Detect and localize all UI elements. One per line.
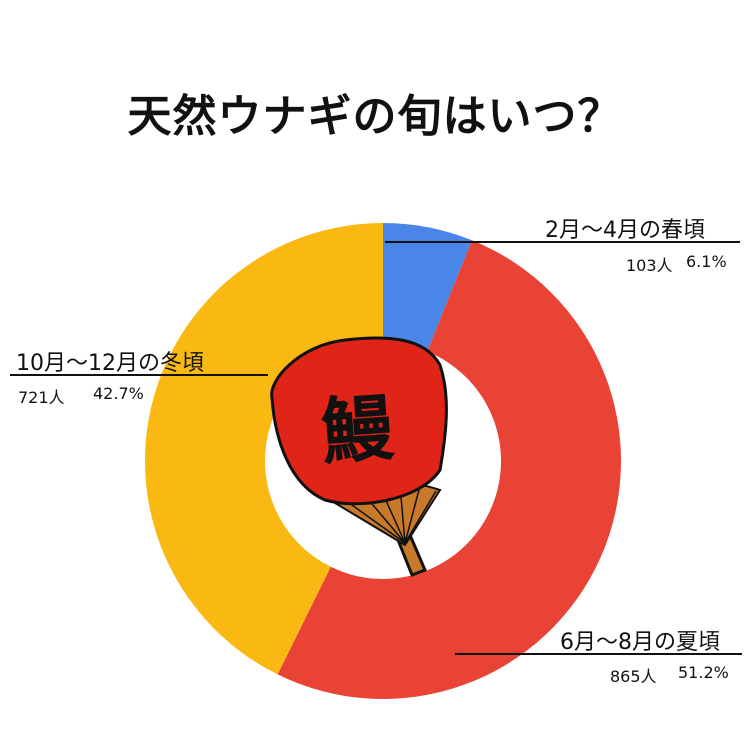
slice-percent-spring: 6.1% xyxy=(686,252,727,271)
leader-line-winter xyxy=(10,374,268,376)
slice-label-summer: 6月〜8月の夏頃 xyxy=(560,630,720,655)
pie-slice-winter xyxy=(144,223,383,675)
fan-kanji: 鰻 xyxy=(318,385,397,475)
pie-slice-spring xyxy=(383,223,473,352)
chart-title: 天然ウナギの旬はいつ？ xyxy=(127,91,623,142)
slice-label-winter: 10月〜12月の冬頃 xyxy=(16,351,204,376)
fan-face xyxy=(270,336,448,506)
slice-count-winter: 721人 xyxy=(18,388,65,407)
slice-label-spring: 2月〜4月の春頃 xyxy=(545,218,705,243)
slice-count-spring: 103人 xyxy=(626,256,673,275)
slice-percent-winter: 42.7% xyxy=(93,384,144,403)
slice-count-summer: 865人 xyxy=(610,667,657,686)
slice-percent-summer: 51.2% xyxy=(678,663,729,682)
leader-line-spring xyxy=(385,241,740,243)
leader-line-summer xyxy=(455,653,742,655)
pie-slice-summer xyxy=(277,240,621,699)
